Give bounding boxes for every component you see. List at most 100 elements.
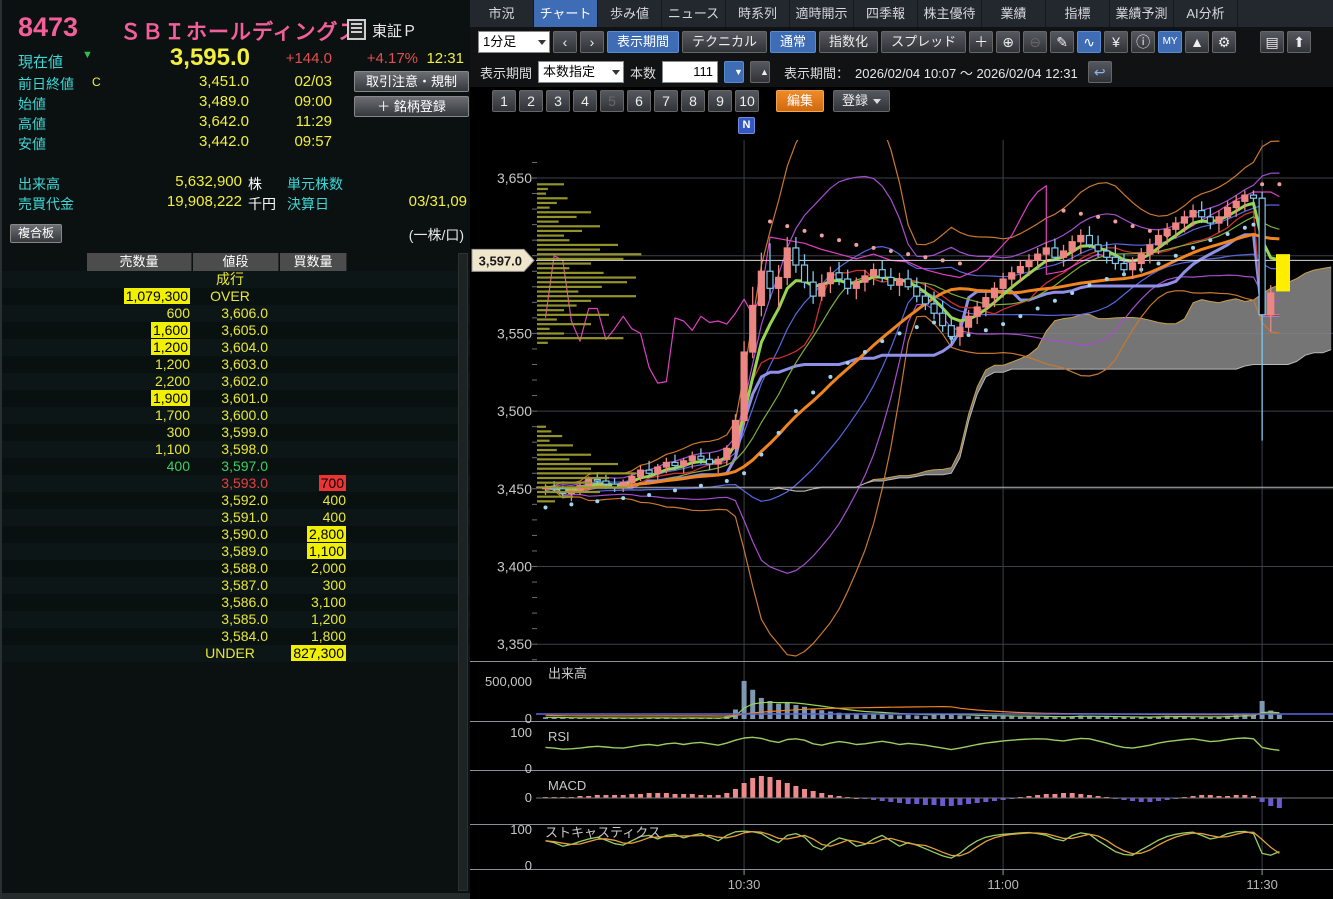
spread-button[interactable]: スプレッド [881,31,967,53]
draw-icon[interactable]: ✎ [1050,31,1075,53]
sell-qty: 1,700 [154,407,190,423]
orderbook-row[interactable]: 3,590.0 2,800 [2,526,472,543]
count-up-button[interactable]: ▲ [750,61,771,83]
undo-icon[interactable]: ↩ [1087,61,1112,83]
technical-button[interactable]: テクニカル [682,31,768,53]
register-symbol-button[interactable]: ＋ 銘柄登録 [354,96,469,117]
orderbook-row[interactable]: 3,587.0 300 [2,577,472,594]
composite-board-button[interactable]: 複合板 [10,224,62,243]
tab-5[interactable]: 適時開示 [790,0,854,27]
orderbook-row[interactable]: 1,900 3,601.0 [2,390,472,407]
preset-button-3[interactable]: 3 [546,90,570,112]
svg-text:10:30: 10:30 [728,877,761,892]
orderbook-row[interactable]: UNDER 827,300 [2,645,472,662]
preset-button-5[interactable]: 5 [600,90,624,112]
stat-time: 09:00 [294,93,332,110]
stock-name: ＳＢＩホールディングス [120,21,361,44]
preset-button-10[interactable]: 10 [735,90,759,112]
stock-code: 8473 [18,12,79,42]
orderbook-row[interactable]: 3,584.0 1,800 [2,628,472,645]
register-preset-button[interactable]: 登録 [833,90,891,112]
orderbook-row[interactable]: 3,589.0 1,100 [2,543,472,560]
preset-button-2[interactable]: 2 [519,90,543,112]
crosshair-icon[interactable]: ＋ [969,31,994,53]
preset-button-1[interactable]: 1 [492,90,516,112]
orderbook-row[interactable]: 3,585.0 1,200 [2,611,472,628]
settings-wrench-icon[interactable]: ⚙ [1212,31,1237,53]
preset-button-4[interactable]: 4 [573,90,597,112]
price-chart-canvas[interactable]: 3,650 3,550 3,500 3,450 3,400 3,350 3,597.0 出来高… [470,140,1333,899]
tab-6[interactable]: 四季報 [854,0,918,27]
tab-9[interactable]: 指標 [1046,0,1110,27]
orderbook-row[interactable]: 300 3,599.0 [2,424,472,441]
preset-button-9[interactable]: 9 [708,90,732,112]
turnover-unit: 千円 [248,196,276,212]
orderbook-row[interactable]: 1,100 3,598.0 [2,441,472,458]
orderbook-row[interactable]: 3,592.0 400 [2,492,472,509]
orderbook-row[interactable]: 3,588.0 2,000 [2,560,472,577]
bar-count-input[interactable]: 111 [662,61,719,83]
zoom-out-icon[interactable]: ⊖ [1023,31,1048,53]
trade-caution-button[interactable]: 取引注意・規制 [354,71,469,92]
count-down-button[interactable]: ▼ [724,61,745,83]
orderbook-row[interactable]: 成行 [2,271,472,288]
tab-3[interactable]: ニュース [662,0,726,27]
orderbook-row[interactable]: 3,591.0 400 [2,509,472,526]
stat-label: 始値 [18,96,46,112]
stat-value: 3,451.0 [198,73,249,90]
preset-button-7[interactable]: 7 [654,90,678,112]
tab-10[interactable]: 業績予測 [1110,0,1174,27]
orderbook-row[interactable]: 2,200 3,602.0 [2,373,472,390]
tab-7[interactable]: 株主優待 [918,0,982,27]
svg-text:3,350: 3,350 [497,636,532,652]
orderbook-row[interactable]: 600 3,606.0 [2,305,472,322]
orderbook-row[interactable]: 400 3,597.0 [2,458,472,475]
orderbook-row[interactable]: 1,700 3,600.0 [2,407,472,424]
orderbook-row[interactable]: 1,079,300 OVER [2,288,472,305]
orderbook-row[interactable]: 3,586.0 3,100 [2,594,472,611]
info-icon[interactable]: ⓘ [1131,31,1156,53]
orderbook-row[interactable]: 3,593.0 700 [2,475,472,492]
turnover-value: 19,908,222 [166,193,242,210]
my-chart-icon[interactable]: MY [1158,31,1183,53]
orderbook-scrollbar[interactable] [458,253,468,891]
pointer-mode-icon[interactable]: ∿ [1077,31,1102,53]
svg-text:0: 0 [525,858,532,873]
export-icon[interactable]: ⬆ [1287,31,1312,53]
tab-0[interactable]: 市況 [470,0,534,27]
tab-selected[interactable]: チャート [534,0,598,27]
horizontal-scrollbar[interactable] [2,893,472,899]
tab-8[interactable]: 業績 [982,0,1046,27]
stat-time: 11:29 [295,113,332,130]
orderbook-row[interactable]: 1,200 3,603.0 [2,356,472,373]
display-period-button[interactable]: 表示期間 [607,31,680,53]
indexed-button[interactable]: 指数化 [819,31,879,53]
edit-button[interactable]: 編集 [776,90,825,112]
tab-11[interactable]: AI分析 [1174,0,1238,27]
orderbook-row[interactable]: 1,600 3,605.0 [2,322,472,339]
market-label: 東証Ｐ [372,23,418,40]
yen-scale-icon[interactable]: ¥ [1104,31,1129,53]
tab-2[interactable]: 歩み値 [598,0,662,27]
orderbook-row[interactable]: 1,200 3,604.0 [2,339,472,356]
svg-text:500,000: 500,000 [485,674,532,689]
normal-mode-button[interactable]: 通常 [770,31,817,53]
area-chart-icon[interactable]: ▲ [1185,31,1210,53]
period-mode-select[interactable]: 本数指定 [538,61,625,83]
next-button[interactable]: › [580,31,604,53]
print-icon[interactable]: ▤ [1260,31,1285,53]
stat-label: 安値 [18,136,46,152]
per-share-label: (一株/口) [408,227,464,243]
stat-flag: C [92,75,101,89]
preset-button-6[interactable]: 6 [627,90,651,112]
stat-value: 3,489.0 [198,93,249,110]
preset-button-8[interactable]: 8 [681,90,705,112]
prev-button[interactable]: ‹ [553,31,577,53]
tab-4[interactable]: 時系列 [726,0,790,27]
news-marker-badge[interactable]: N [738,117,755,134]
timeframe-select[interactable]: 1分足 [478,31,550,53]
list-icon[interactable] [347,19,366,40]
zoom-in-icon[interactable]: ⊕ [996,31,1021,53]
volume-label: 出来高 [18,176,60,192]
sell-qty: 1,200 [150,339,190,355]
